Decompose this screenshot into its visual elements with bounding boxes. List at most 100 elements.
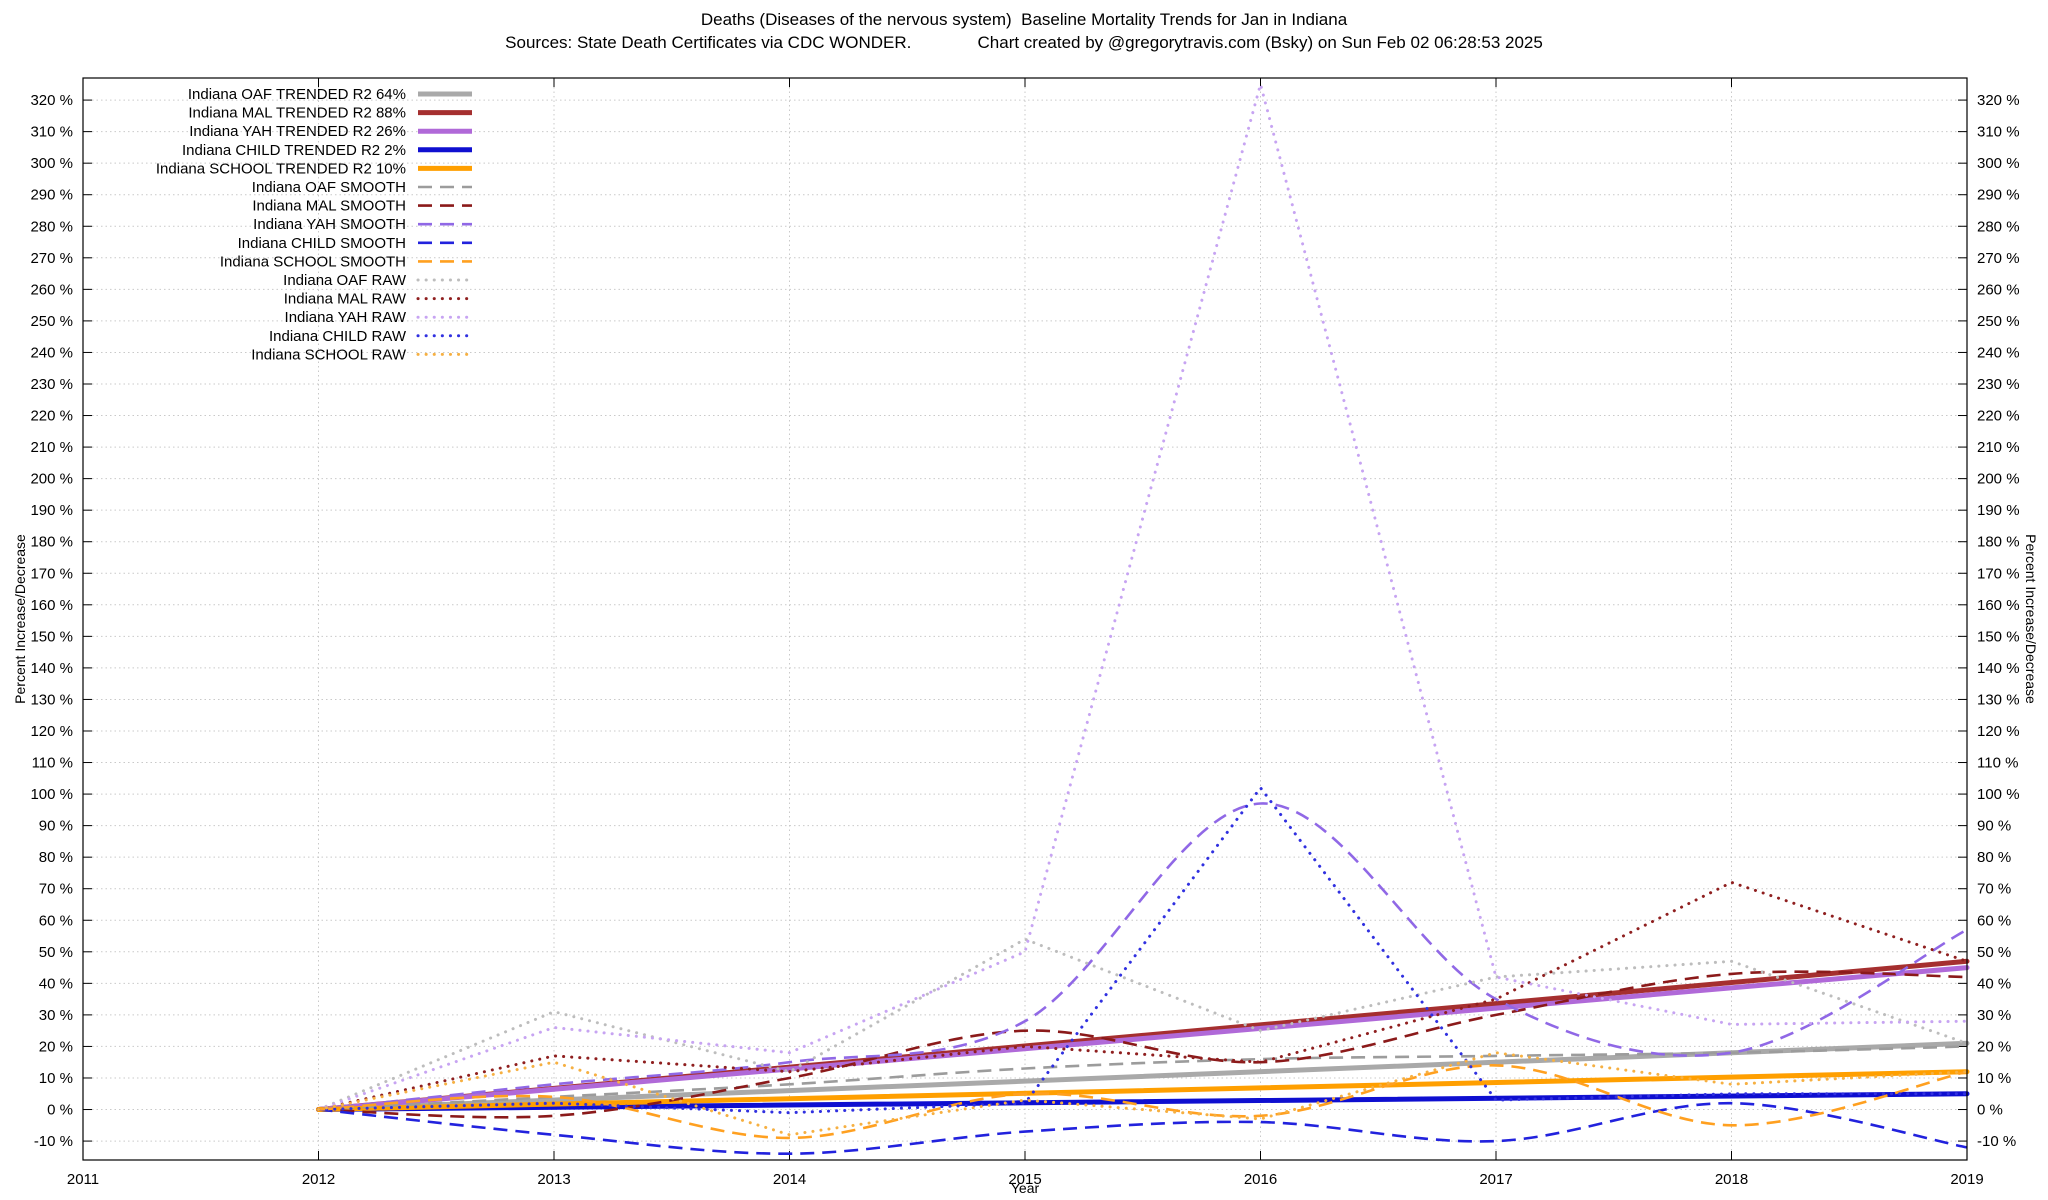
y-tick-label: 160 % xyxy=(30,597,73,614)
y-tick-label: 100 % xyxy=(30,786,73,803)
x-tick-label: 2019 xyxy=(1950,1171,1983,1188)
legend-label: Indiana CHILD TRENDED R2 2% xyxy=(182,142,406,159)
y-tick-label: 200 % xyxy=(30,471,73,488)
y-tick-label: 230 % xyxy=(30,376,73,393)
y-tick-label: 130 % xyxy=(1977,691,2020,708)
legend-item-child-trended: Indiana CHILD TRENDED R2 2% xyxy=(182,142,472,159)
y-tick-label: 90 % xyxy=(39,818,73,835)
series-line-mal-smooth xyxy=(318,970,1968,1119)
series-line-school-smooth xyxy=(318,1064,1968,1140)
y-tick-label: 110 % xyxy=(1977,755,2018,772)
y-tick-label: 270 % xyxy=(1977,250,2020,267)
legend: Indiana OAF TRENDED R2 64% Indiana MAL TR… xyxy=(156,86,474,363)
y-tick-label: 310 % xyxy=(30,124,73,141)
x-tick-labels: 2011 2012 2013 2014 2015 2016 2017 2018 2019 xyxy=(67,1171,1984,1188)
y-tick-label: 310 % xyxy=(1977,124,2020,141)
y-tick-label: 70 % xyxy=(1977,881,2011,898)
series-line-oaf-smooth xyxy=(318,1045,1968,1111)
y-tick-label: 300 % xyxy=(30,155,73,172)
y-tick-label: 60 % xyxy=(1977,912,2011,929)
y-tick-label: 220 % xyxy=(1977,408,2020,425)
x-axis-label: Year xyxy=(1010,1180,1040,1196)
chart-title: Deaths (Diseases of the nervous system) … xyxy=(700,10,1348,29)
legend-item-school-smooth: Indiana SCHOOL SMOOTH xyxy=(220,253,472,270)
y-tick-label: 320 % xyxy=(1977,92,2020,109)
y-tick-label: 10 % xyxy=(39,1070,73,1087)
legend-item-oaf-trended: Indiana OAF TRENDED R2 64% xyxy=(188,86,472,103)
legend-label: Indiana YAH RAW xyxy=(285,309,407,326)
y-tick-label: 260 % xyxy=(30,281,73,298)
y-tick-label: 160 % xyxy=(1977,597,2020,614)
y-tick-label: 110 % xyxy=(32,755,73,772)
x-tick-label: 2017 xyxy=(1479,1171,1512,1188)
y-tick-label: 30 % xyxy=(39,1007,73,1024)
x-tick-label: 2016 xyxy=(1244,1171,1277,1188)
legend-item-child-raw: Indiana CHILD RAW xyxy=(269,328,474,345)
y-tick-label: 140 % xyxy=(1977,660,2020,677)
y-tick-label: 240 % xyxy=(1977,344,2020,361)
legend-item-mal-smooth: Indiana MAL SMOOTH xyxy=(252,198,472,215)
y-tick-label: 190 % xyxy=(1977,502,2020,519)
series-line-child-smooth xyxy=(318,1101,1968,1156)
legend-item-mal-trended: Indiana MAL TRENDED R2 88% xyxy=(188,105,472,122)
y-tick-label: 290 % xyxy=(1977,187,2020,204)
series-line-yah-smooth xyxy=(318,802,1968,1111)
y-tick-label: 80 % xyxy=(39,849,73,866)
y-tick-label: 210 % xyxy=(1977,439,2020,456)
series-lines xyxy=(316,78,1970,1156)
x-tick-label: 2012 xyxy=(302,1171,335,1188)
legend-label: Indiana MAL SMOOTH xyxy=(252,198,406,215)
legend-item-oaf-raw: Indiana OAF RAW xyxy=(283,272,474,289)
y-tick-label: 200 % xyxy=(1977,471,2020,488)
legend-item-mal-raw: Indiana MAL RAW xyxy=(284,291,474,308)
y-tick-label: 240 % xyxy=(30,344,73,361)
y-tick-label: 260 % xyxy=(1977,281,2020,298)
y-tick-label: 100 % xyxy=(1977,786,2020,803)
y-tick-label: 40 % xyxy=(1977,975,2011,992)
legend-label: Indiana MAL TRENDED R2 88% xyxy=(188,105,406,122)
y-tick-label: 250 % xyxy=(30,313,73,330)
x-tick-label: 2013 xyxy=(537,1171,570,1188)
series-line-yah-trended xyxy=(316,965,1970,1112)
legend-label: Indiana YAH TRENDED R2 26% xyxy=(189,123,406,140)
y-tick-label: 180 % xyxy=(30,534,73,551)
legend-label: Indiana SCHOOL RAW xyxy=(251,346,407,363)
y-tick-label: 280 % xyxy=(30,218,73,235)
series-line-child-raw xyxy=(317,785,1969,1115)
y-tick-label: 10 % xyxy=(1977,1070,2011,1087)
legend-item-oaf-smooth: Indiana OAF SMOOTH xyxy=(252,179,472,196)
y-tick-label: 120 % xyxy=(1977,723,2020,740)
y-tick-label: 40 % xyxy=(39,975,73,992)
y-tick-label: 50 % xyxy=(1977,944,2011,961)
legend-item-school-raw: Indiana SCHOOL RAW xyxy=(251,346,474,363)
legend-label: Indiana MAL RAW xyxy=(284,291,407,308)
series-line-school-raw xyxy=(317,1051,1969,1137)
y-tick-label: 250 % xyxy=(1977,313,2020,330)
y-tick-label: 230 % xyxy=(1977,376,2020,393)
y-tick-label: 270 % xyxy=(30,250,73,267)
y-tick-label: 30 % xyxy=(1977,1007,2011,1024)
y-tick-labels-right: -10 % 0 % 10 % 20 % 30 % 40 % 50 % 60 % 70 % 80 %… xyxy=(1977,92,2020,1150)
legend-item-child-smooth: Indiana CHILD SMOOTH xyxy=(238,235,472,252)
legend-item-yah-trended: Indiana YAH TRENDED R2 26% xyxy=(189,123,472,140)
y-tick-label: 180 % xyxy=(1977,534,2020,551)
y-tick-label: 300 % xyxy=(1977,155,2020,172)
y-tick-label: 0 % xyxy=(1977,1102,2003,1119)
y-tick-label: 0 % xyxy=(47,1102,73,1119)
legend-label: Indiana OAF SMOOTH xyxy=(252,179,406,196)
y-tick-label: 150 % xyxy=(1977,628,2020,645)
y-tick-label: 170 % xyxy=(30,565,73,582)
legend-label: Indiana SCHOOL SMOOTH xyxy=(220,253,406,270)
axis-ticks xyxy=(82,78,1968,1160)
y-tick-label: 50 % xyxy=(39,944,73,961)
y-tick-label: 60 % xyxy=(39,912,73,929)
legend-label: Indiana SCHOOL TRENDED R2 10% xyxy=(156,160,406,177)
x-tick-label: 2014 xyxy=(773,1171,806,1188)
legend-label: Indiana OAF TRENDED R2 64% xyxy=(188,86,406,103)
y-tick-labels-left: -10 % 0 % 10 % 20 % 30 % 40 % 50 % 60 % 70 % 80 %… xyxy=(30,92,73,1150)
y-tick-label: 120 % xyxy=(30,723,73,740)
y-tick-label: 320 % xyxy=(30,92,73,109)
legend-label: Indiana YAH SMOOTH xyxy=(253,216,406,233)
y-tick-label: 170 % xyxy=(1977,565,2020,582)
